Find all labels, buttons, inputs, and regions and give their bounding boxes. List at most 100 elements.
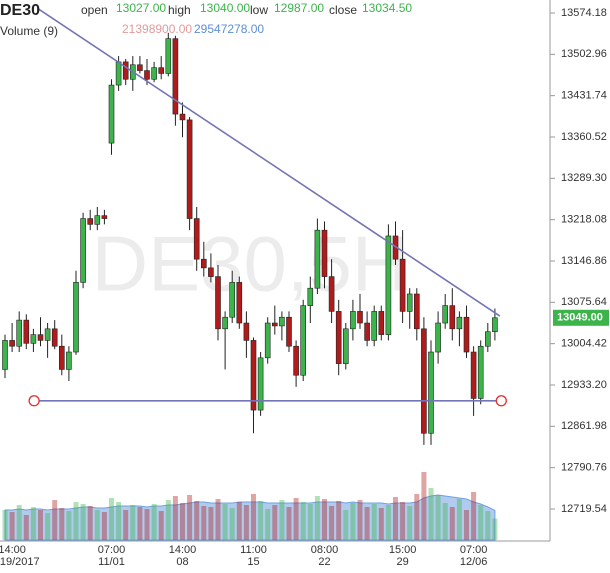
candle-body — [378, 311, 385, 335]
candle-body — [406, 293, 413, 312]
y-tick-label: 12933.20 — [561, 379, 607, 391]
volume-bar — [222, 504, 228, 540]
candle-body — [385, 235, 392, 335]
volume-bar — [80, 504, 86, 540]
candle-body — [300, 305, 307, 376]
candle-body — [456, 316, 463, 330]
candle-body — [80, 218, 86, 283]
candle-body — [158, 67, 164, 74]
plot-area — [2, 7, 507, 541]
candle-body — [58, 345, 65, 370]
candle-body — [137, 64, 143, 71]
volume-bar — [123, 510, 129, 540]
candle-body — [186, 119, 193, 219]
candle-body — [101, 215, 108, 219]
candle-body — [151, 67, 157, 80]
candle-body — [307, 287, 314, 306]
volume-bar — [314, 496, 320, 540]
volume-bar — [435, 495, 441, 540]
volume-bar — [378, 508, 384, 540]
volume-bar — [265, 509, 271, 540]
open-label: open — [81, 3, 108, 17]
candle-body — [350, 311, 356, 330]
volume-bar — [279, 500, 285, 540]
candle-body — [357, 311, 363, 324]
volume-bar — [94, 510, 100, 540]
x-tick-label: 14:00 — [169, 544, 197, 556]
candle-body — [371, 311, 378, 341]
x-tick-date: 11/01 — [98, 556, 125, 568]
candle-body — [257, 357, 264, 411]
candle-body — [108, 84, 115, 144]
volume-bar — [59, 508, 65, 540]
volume-bar — [322, 499, 327, 540]
candle-body — [364, 322, 370, 341]
volume-bar — [251, 494, 256, 540]
x-tick-date: 15 — [247, 556, 259, 568]
volume-bar — [478, 505, 484, 540]
volume-bar — [194, 501, 200, 540]
candle-body — [2, 340, 8, 370]
volume-bar — [371, 504, 377, 540]
volume-bar — [421, 472, 427, 540]
x-tick-label: 07:00 — [98, 544, 126, 556]
candle-body — [293, 345, 299, 376]
candle-body — [449, 305, 456, 330]
volume-bar — [165, 500, 171, 540]
candle-body — [179, 113, 186, 121]
volume-bar — [243, 505, 249, 540]
candle-body — [243, 322, 250, 341]
candle-body — [492, 317, 498, 333]
volume-bar — [357, 500, 363, 540]
candle-body — [215, 276, 221, 330]
volume-bar — [236, 502, 242, 540]
candle-body — [435, 322, 441, 353]
volume-bar — [201, 506, 207, 540]
candle-body — [201, 258, 207, 269]
y-tick-label: 13289.30 — [561, 172, 607, 184]
volume-value: 21398900.00 — [122, 22, 192, 36]
volume-bar — [109, 498, 114, 540]
candle-body — [115, 61, 122, 86]
candle-body — [73, 282, 79, 353]
volume-bar — [2, 510, 8, 540]
volume-bar — [116, 502, 122, 540]
candle-body — [342, 328, 349, 364]
volume-bar — [492, 518, 498, 540]
volume-bar — [101, 512, 107, 540]
low-label: low — [250, 3, 268, 17]
candle-body — [264, 322, 271, 359]
x-tick-label: 11:00 — [240, 544, 267, 556]
volume-bar — [73, 502, 79, 540]
volume-bar — [180, 503, 185, 540]
candle-body — [413, 293, 420, 330]
volume-bar — [158, 511, 164, 540]
volume-bar — [30, 507, 36, 540]
candle-body — [122, 61, 129, 80]
candle-body — [37, 334, 44, 341]
candle-body — [172, 38, 179, 115]
candle-body — [51, 328, 58, 347]
candle-body — [271, 322, 278, 327]
volume-bar — [229, 508, 235, 540]
x-tick-date: 29 — [396, 556, 408, 568]
candle-body — [286, 316, 292, 347]
volume-bar — [471, 492, 477, 540]
x-tick-label: 15:00 — [389, 544, 417, 556]
candle-body — [399, 258, 406, 312]
volume-bar — [172, 496, 178, 540]
volume-bar — [350, 503, 356, 540]
candle-body — [328, 276, 335, 312]
candle-body — [94, 215, 101, 225]
candle-body — [463, 316, 470, 353]
candle-body — [279, 316, 285, 327]
candle-body — [321, 229, 328, 277]
volume-bar — [16, 505, 22, 540]
candle-body — [335, 311, 342, 364]
watermark: DE30,5H — [92, 220, 409, 308]
volume-bar — [187, 495, 193, 540]
y-tick-label: 13004.42 — [561, 338, 607, 350]
x-tick-date: 08 — [176, 556, 188, 568]
y-tick-label: 13502.96 — [561, 48, 607, 60]
